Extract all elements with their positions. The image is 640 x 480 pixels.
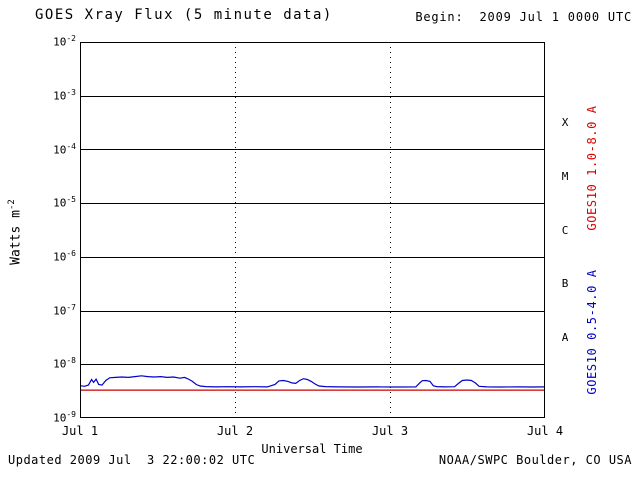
flare-class-label: C [561, 224, 569, 237]
y-axis-title-text: Watts m [8, 210, 24, 265]
y-tick-label: 10-5 [53, 195, 76, 210]
series-label-long-wavelength: GOES10 1.0-8.0 A [585, 105, 599, 231]
y-tick-label: 10-6 [53, 249, 76, 264]
x-tick-label: Jul 1 [61, 424, 99, 438]
x-tick-label: Jul 2 [216, 424, 254, 438]
x-tick-label: Jul 3 [371, 424, 409, 438]
data-source-label: NOAA/SWPC Boulder, CO USA [438, 453, 632, 467]
plot-area [80, 42, 545, 418]
flare-class-label: X [561, 116, 569, 129]
y-tick-label: 10-7 [53, 303, 76, 318]
x-axis-title: Universal Time [261, 442, 363, 456]
y-tick-label: 10-9 [53, 410, 76, 425]
x-tick-label: Jul 4 [526, 424, 564, 438]
flare-class-label: M [561, 170, 569, 183]
y-tick-label: 10-2 [53, 34, 76, 49]
y-tick-label: 10-4 [53, 142, 76, 157]
begin-time-label: Begin: 2009 Jul 1 0000 UTC [415, 10, 632, 24]
y-tick-label: 10-8 [53, 356, 76, 371]
flare-class-label: A [561, 331, 569, 344]
flare-class-label: B [561, 277, 569, 290]
updated-timestamp: Updated 2009 Jul 3 22:00:02 UTC [8, 453, 256, 467]
y-tick-label: 10-3 [53, 88, 76, 103]
chart-title: GOES Xray Flux (5 minute data) [35, 7, 333, 23]
y-axis-title: Watts m-2 [7, 186, 23, 278]
y-axis-title-exponent: -2 [7, 199, 17, 211]
series-label-short-wavelength: GOES10 0.5-4.0 A [585, 269, 599, 395]
